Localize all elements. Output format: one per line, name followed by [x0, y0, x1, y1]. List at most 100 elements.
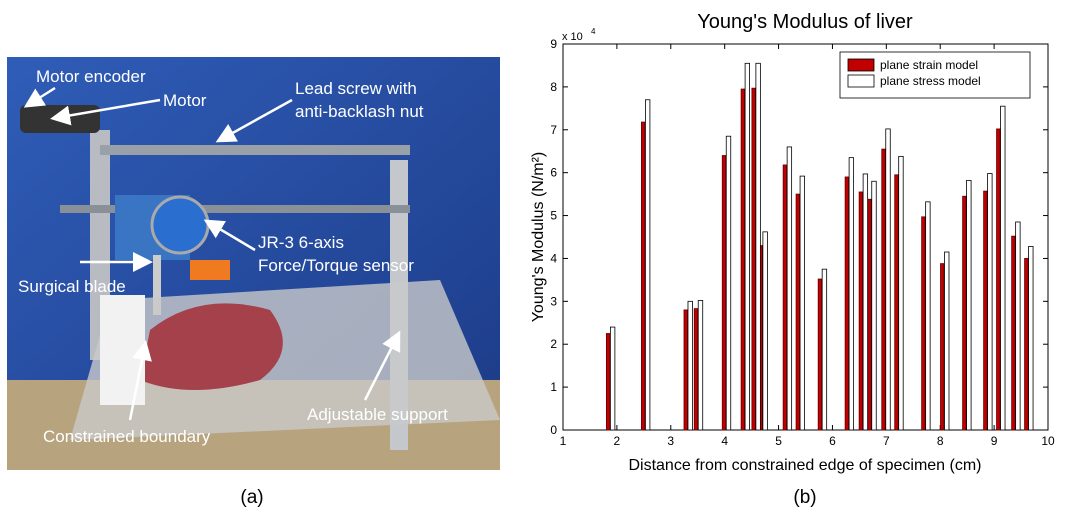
bar [921, 216, 926, 431]
bar [858, 191, 864, 431]
clamp-part [190, 260, 230, 280]
motor [20, 105, 100, 133]
arrow [203, 219, 256, 252]
bar [609, 326, 616, 431]
y-tick-label: 9 [550, 37, 557, 51]
y-tick-label: 1 [550, 380, 557, 394]
bar [944, 251, 950, 431]
x-tick-label: 5 [775, 434, 782, 448]
y-multiplier-exponent: 4 [591, 27, 596, 36]
photo-label: Surgical blade [18, 277, 126, 296]
arrow [215, 98, 293, 143]
bar [885, 128, 891, 431]
y-tick-label: 2 [550, 337, 557, 351]
bar [848, 157, 855, 431]
bar [605, 333, 611, 431]
bar [751, 87, 756, 431]
bar [817, 278, 823, 431]
photo-label: anti-backlash nut [295, 102, 424, 121]
legend-label: plane stress model [880, 74, 981, 88]
photo-label: JR-3 6-axis [258, 233, 344, 252]
bar [881, 148, 886, 431]
y-axis-label: Young's Modulus (N/m²) [530, 152, 547, 323]
bar [641, 121, 646, 431]
bar [740, 88, 746, 431]
bar [687, 300, 693, 431]
rod [100, 145, 410, 155]
bar [762, 231, 768, 431]
x-tick-label: 4 [721, 434, 728, 448]
y-tick-label: 5 [550, 209, 557, 223]
y-tick-label: 4 [550, 251, 557, 265]
y-tick-label: 7 [550, 123, 557, 137]
bar [782, 164, 788, 431]
arrow [50, 98, 161, 126]
photo-label: Motor encoder [36, 67, 146, 86]
bar [962, 195, 967, 431]
photo [7, 57, 500, 470]
bar [1011, 235, 1016, 431]
bar [725, 135, 732, 431]
bar [786, 146, 793, 431]
bar [697, 300, 704, 431]
x-tick-label: 1 [560, 434, 567, 448]
bar [1024, 258, 1029, 431]
arrow [363, 330, 401, 401]
bar [821, 268, 828, 431]
y-tick-label: 3 [550, 294, 557, 308]
bar [693, 308, 699, 431]
photo-label: Lead screw with [295, 79, 417, 98]
liver [140, 303, 283, 390]
bar [1000, 105, 1006, 431]
y-multiplier: x 10 [562, 31, 583, 43]
x-tick-label: 10 [1041, 434, 1055, 448]
bar [683, 309, 688, 431]
legend-label: plane strain model [880, 58, 978, 72]
blade [153, 255, 161, 315]
bar [844, 176, 850, 431]
bar [925, 201, 931, 431]
arrow [23, 86, 56, 108]
bar [898, 155, 904, 431]
bar [867, 198, 872, 431]
bar [983, 190, 988, 431]
bar [871, 180, 877, 431]
rod [60, 205, 410, 213]
caption: (b) [793, 487, 816, 508]
photo-label: Constrained boundary [43, 427, 211, 446]
plot-area [562, 43, 1049, 431]
x-tick-label: 7 [883, 434, 890, 448]
chart-title: Young's Modulus of liver [697, 11, 913, 33]
bar [799, 175, 805, 431]
y-tick-label: 0 [550, 423, 557, 437]
x-tick-label: 2 [614, 434, 621, 448]
y-tick-label: 6 [550, 166, 557, 180]
legend-swatch [847, 58, 875, 72]
bar [987, 173, 993, 431]
bar [744, 62, 751, 431]
clamp [100, 295, 145, 405]
photo-label: Force/Torque sensor [258, 256, 414, 275]
arrow [128, 340, 152, 421]
bar [1015, 221, 1021, 431]
bar [721, 155, 727, 431]
bar [1028, 246, 1034, 431]
photo-label: Adjustable support [307, 405, 448, 424]
bar [996, 128, 1001, 431]
legend-swatch [847, 74, 875, 88]
bar [755, 62, 761, 431]
bar [645, 99, 651, 431]
bar [894, 174, 899, 431]
sensor-ring [150, 195, 210, 255]
caption: (a) [240, 487, 263, 508]
x-tick-label: 6 [829, 434, 836, 448]
x-axis-label: Distance from constrained edge of specim… [628, 457, 981, 474]
photo-label: Motor [163, 91, 207, 110]
x-tick-label: 9 [991, 434, 998, 448]
bar [795, 193, 800, 431]
x-tick-label: 8 [937, 434, 944, 448]
y-tick-label: 8 [550, 80, 557, 94]
x-tick-label: 3 [667, 434, 674, 448]
